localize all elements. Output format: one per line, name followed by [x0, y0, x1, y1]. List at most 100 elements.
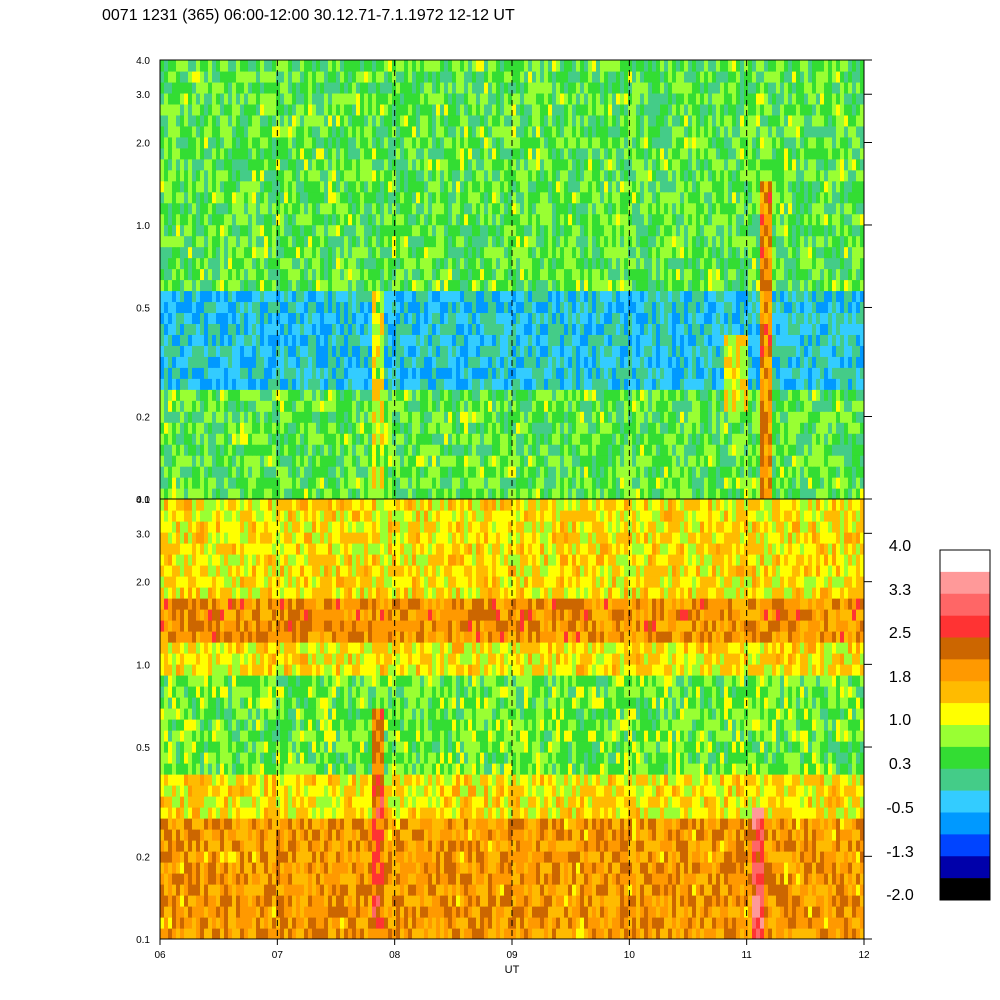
- heatmap-cell: [516, 323, 521, 335]
- heatmap-cell: [580, 488, 585, 499]
- heatmap-cell: [500, 290, 505, 303]
- heatmap-cell: [180, 246, 185, 259]
- heatmap-cell: [832, 301, 837, 314]
- heatmap-cell: [212, 466, 217, 478]
- heatmap-cell: [820, 224, 825, 237]
- heatmap-cell: [372, 213, 377, 226]
- heatmap-cell: [648, 444, 653, 456]
- heatmap-cell: [816, 224, 821, 237]
- heatmap-cell: [844, 444, 849, 456]
- heatmap-cell: [488, 488, 493, 499]
- heatmap-cell: [252, 488, 257, 499]
- heatmap-cell: [224, 180, 229, 193]
- heatmap-cell: [648, 323, 653, 335]
- heatmap-cell: [388, 455, 393, 467]
- heatmap-cell: [296, 180, 301, 193]
- heatmap-cell: [600, 312, 605, 324]
- heatmap-cell: [404, 455, 409, 467]
- heatmap-cell: [356, 389, 361, 401]
- heatmap-cell: [856, 345, 861, 357]
- heatmap-cell: [396, 224, 401, 237]
- heatmap-cell: [220, 213, 225, 226]
- heatmap-cell: [808, 389, 813, 401]
- heatmap-cell: [776, 213, 781, 226]
- heatmap-cell: [616, 367, 621, 379]
- heatmap-cell: [360, 411, 365, 423]
- heatmap-cell: [612, 191, 617, 204]
- heatmap-cell: [588, 268, 593, 281]
- heatmap-cell: [456, 477, 461, 489]
- heatmap-cell: [532, 246, 537, 259]
- heatmap-cell: [360, 202, 365, 215]
- heatmap-cell: [328, 323, 333, 335]
- heatmap-cell: [692, 279, 697, 292]
- heatmap-cell: [640, 367, 645, 379]
- heatmap-cell: [492, 323, 497, 335]
- heatmap-cell: [552, 389, 557, 401]
- heatmap-cell: [680, 477, 685, 489]
- heatmap-cell: [260, 422, 265, 434]
- heatmap-cell: [648, 202, 653, 215]
- heatmap-cell: [816, 257, 821, 270]
- heatmap-cell: [728, 477, 733, 489]
- heatmap-cell: [748, 191, 753, 204]
- heatmap-cell: [548, 191, 553, 204]
- heatmap-cell: [384, 279, 389, 292]
- heatmap-cell: [556, 213, 561, 226]
- heatmap-cell: [328, 246, 333, 259]
- heatmap-cell: [600, 345, 605, 357]
- heatmap-cell: [372, 411, 377, 423]
- heatmap-cell: [488, 268, 493, 281]
- heatmap-cell: [608, 345, 613, 357]
- heatmap-cell: [504, 422, 509, 434]
- heatmap-cell: [708, 312, 713, 324]
- heatmap-cell: [240, 191, 245, 204]
- heatmap-cell: [404, 180, 409, 193]
- heatmap-cell: [452, 235, 457, 248]
- heatmap-cell: [284, 213, 289, 226]
- heatmap-cell: [236, 477, 241, 489]
- heatmap-cell: [400, 367, 405, 379]
- heatmap-cell: [432, 345, 437, 357]
- heatmap-cell: [832, 246, 837, 259]
- heatmap-cell: [804, 378, 809, 390]
- heatmap-cell: [528, 312, 533, 324]
- heatmap-cell: [700, 488, 705, 499]
- heatmap-cell: [536, 191, 541, 204]
- heatmap-cell: [572, 224, 577, 237]
- heatmap-cell: [188, 444, 193, 456]
- heatmap-cell: [184, 444, 189, 456]
- heatmap-cell: [664, 378, 669, 390]
- heatmap-cell: [536, 444, 541, 456]
- heatmap-cell: [552, 202, 557, 215]
- heatmap-cell: [712, 488, 717, 499]
- heatmap-cell: [468, 312, 473, 324]
- heatmap-cell: [212, 257, 217, 270]
- heatmap-cell: [296, 433, 301, 445]
- heatmap-cell: [172, 279, 177, 292]
- heatmap-cell: [472, 422, 477, 434]
- heatmap-cell: [216, 444, 221, 456]
- heatmap-cell: [300, 477, 305, 489]
- heatmap-cell: [660, 257, 665, 270]
- heatmap-cell: [632, 312, 637, 324]
- heatmap-cell: [196, 356, 201, 368]
- heatmap-cell: [640, 466, 645, 478]
- heatmap-cell: [852, 488, 857, 499]
- heatmap-cell: [712, 202, 717, 215]
- heatmap-cell: [840, 279, 845, 292]
- heatmap-cell: [708, 224, 713, 237]
- heatmap-cell: [228, 246, 233, 259]
- heatmap-cell: [544, 422, 549, 434]
- heatmap-cell: [228, 279, 233, 292]
- heatmap-cell: [548, 290, 553, 303]
- heatmap-cell: [676, 455, 681, 467]
- heatmap-cell: [360, 191, 365, 204]
- heatmap-cell: [288, 378, 293, 390]
- heatmap-cell: [812, 213, 817, 226]
- heatmap-cell: [324, 444, 329, 456]
- heatmap-cell: [396, 345, 401, 357]
- heatmap-cell: [468, 433, 473, 445]
- heatmap-cell: [740, 257, 745, 270]
- heatmap-cell: [536, 268, 541, 281]
